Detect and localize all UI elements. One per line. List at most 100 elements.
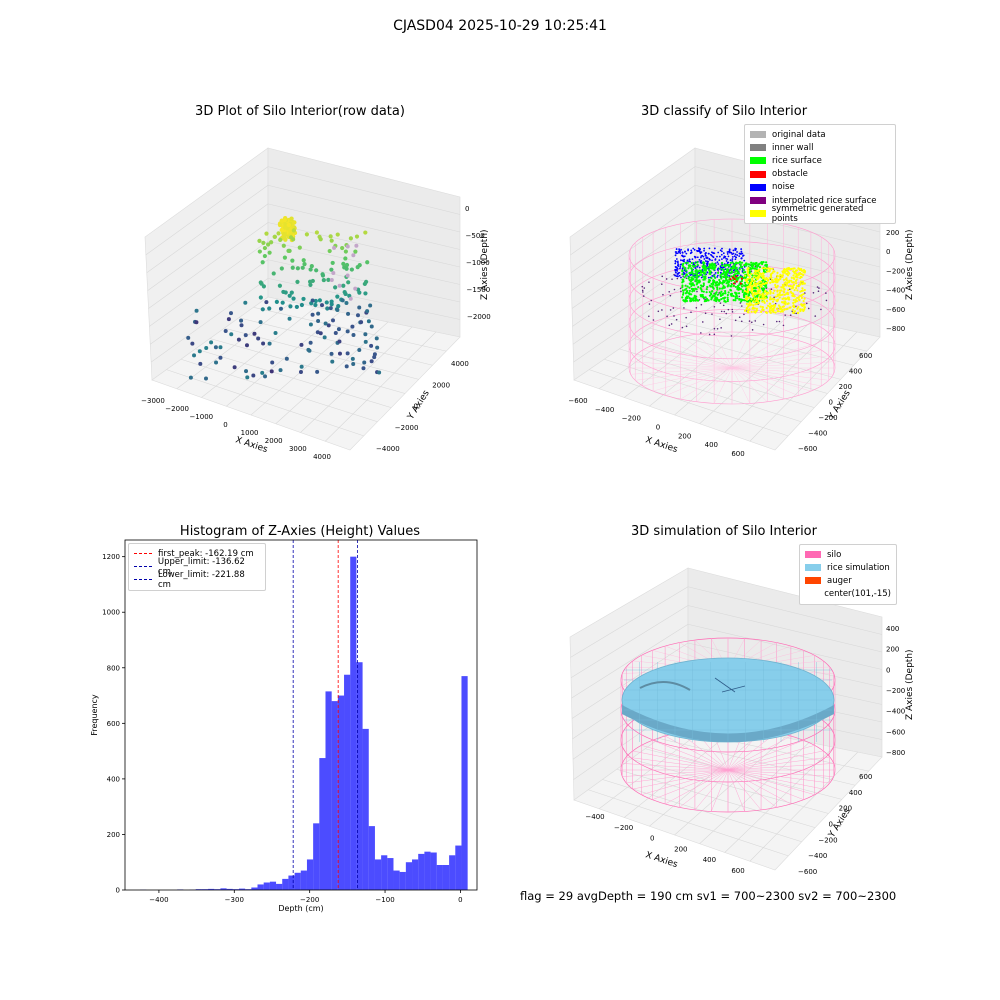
- rice-surface-point: [745, 264, 748, 267]
- silo-line: [642, 367, 733, 387]
- raw-plot-title: 3D Plot of Silo Interior(row data): [195, 104, 405, 119]
- rice-surface-point: [716, 284, 719, 287]
- legend-swatch: [750, 183, 766, 191]
- symmetric-point: [752, 306, 755, 309]
- data-point: [194, 320, 199, 325]
- tick-label: 600: [859, 773, 872, 781]
- silo-line: [653, 344, 733, 369]
- histogram-bar: [455, 845, 462, 890]
- rice-surface-point: [694, 272, 697, 275]
- rice-surface-point: [714, 282, 717, 285]
- noise-point: [687, 249, 689, 252]
- x-tick-label: −400: [149, 896, 168, 904]
- data-point: [204, 345, 209, 350]
- symmetric-point: [784, 301, 787, 304]
- histogram-bar: [387, 858, 394, 890]
- symmetric-point: [761, 267, 764, 270]
- tick-label: 4000: [313, 453, 331, 461]
- noise-point: [720, 253, 723, 256]
- rice-surface-point: [696, 263, 699, 266]
- data-point: [223, 329, 228, 334]
- grid-line: [664, 317, 854, 366]
- interpolated-point: [680, 290, 682, 293]
- interpolated-point: [676, 277, 679, 280]
- interpolated-point: [825, 292, 827, 294]
- symmetric-point: [773, 306, 776, 309]
- noise-point: [679, 252, 682, 255]
- noise-point: [703, 249, 705, 252]
- symmetric-point: [744, 290, 747, 293]
- rice-surface-point: [740, 261, 744, 264]
- histogram-bar: [325, 691, 332, 890]
- noise-point: [718, 259, 721, 262]
- symmetric-point: [798, 298, 801, 302]
- interpolated-point: [739, 302, 742, 304]
- rice-surface-point: [687, 277, 690, 280]
- noise-point: [743, 265, 746, 268]
- symmetric-point: [762, 300, 766, 303]
- data-point: [260, 260, 265, 265]
- rice-surface-point: [727, 291, 730, 294]
- rice-surface-point: [685, 290, 689, 293]
- data-point: [276, 231, 281, 236]
- noise-point: [706, 262, 709, 265]
- interpolated-point: [738, 295, 741, 298]
- data-point: [346, 280, 351, 285]
- rice-surface-point: [737, 271, 740, 274]
- data-point: [198, 361, 203, 366]
- symmetric-point: [800, 296, 804, 300]
- interpolated-point: [660, 283, 663, 286]
- data-point: [364, 279, 369, 284]
- rice-surface-point: [734, 299, 737, 302]
- silo-line: [679, 769, 729, 808]
- data-point: [328, 234, 333, 239]
- rice-surface-point: [739, 288, 743, 291]
- data-point: [348, 296, 353, 301]
- noise-point: [688, 258, 691, 261]
- tick-label: 200: [674, 845, 687, 853]
- data-point: [354, 243, 359, 248]
- simulation-tick-labels: −400 −200 0 200 400 600 −600 −400 −200 0 200 400 600…: [585, 625, 905, 876]
- data-point: [218, 345, 223, 350]
- interpolated-point: [789, 314, 792, 316]
- symmetric-point: [794, 300, 798, 303]
- interpolated-point: [685, 325, 688, 328]
- tick-label: 2000: [432, 381, 450, 389]
- rice-surface-point: [724, 300, 727, 303]
- interpolated-point: [820, 308, 822, 311]
- rice-surface-point: [740, 285, 744, 288]
- classify-plot-title: 3D classify of Silo Interior: [640, 104, 808, 119]
- noise-point: [699, 260, 702, 263]
- noise-point: [676, 261, 679, 264]
- silo-line: [630, 367, 733, 375]
- data-point: [318, 331, 323, 336]
- rice-surface-point: [721, 292, 724, 296]
- interpolated-point: [711, 313, 713, 315]
- data-point: [310, 312, 315, 317]
- interpolated-point: [722, 304, 725, 307]
- tick-label: −3000: [141, 397, 165, 405]
- rice-surface-point: [739, 263, 742, 266]
- rice-surface-point: [725, 272, 728, 276]
- noise-point: [681, 259, 684, 262]
- histogram-bar: [368, 826, 375, 890]
- symmetric-point: [772, 280, 775, 284]
- rice-surface-point: [740, 265, 744, 268]
- tick-label: 0: [829, 821, 833, 829]
- symmetric-point: [755, 307, 759, 310]
- noise-point: [729, 259, 732, 262]
- data-point: [245, 375, 250, 380]
- rice-surface-point: [690, 270, 694, 273]
- data-point: [299, 302, 304, 308]
- histogram-chart: −400 −300 −200 −100 0 0 200 400 600 800 1000 1200 D…: [90, 539, 478, 913]
- silo-line: [731, 336, 784, 369]
- noise-point: [710, 253, 712, 256]
- data-point: [377, 370, 382, 375]
- legend-entry: symmetric generated points: [750, 204, 890, 224]
- symmetric-point: [770, 304, 774, 308]
- data-point: [290, 258, 295, 263]
- data-point: [300, 265, 305, 270]
- data-point: [289, 290, 294, 295]
- data-point: [295, 266, 300, 271]
- silo-line: [626, 756, 729, 771]
